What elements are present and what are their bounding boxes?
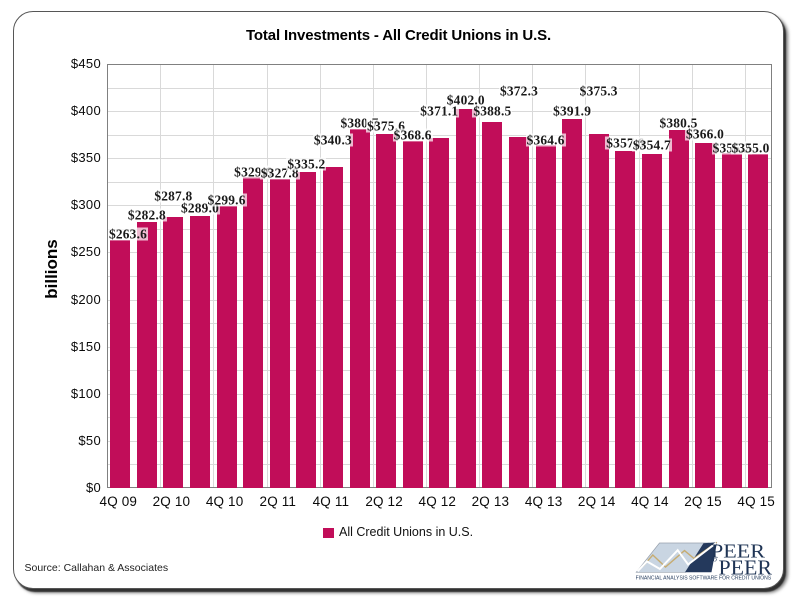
svg-text:FINANCIAL ANALYSIS SOFTWARE FO: FINANCIAL ANALYSIS SOFTWARE FOR CREDIT U… [636,575,772,581]
svg-text:PEER: PEER [711,541,766,563]
svg-text:to: to [711,555,717,564]
svg-text:PEER: PEER [719,556,773,580]
